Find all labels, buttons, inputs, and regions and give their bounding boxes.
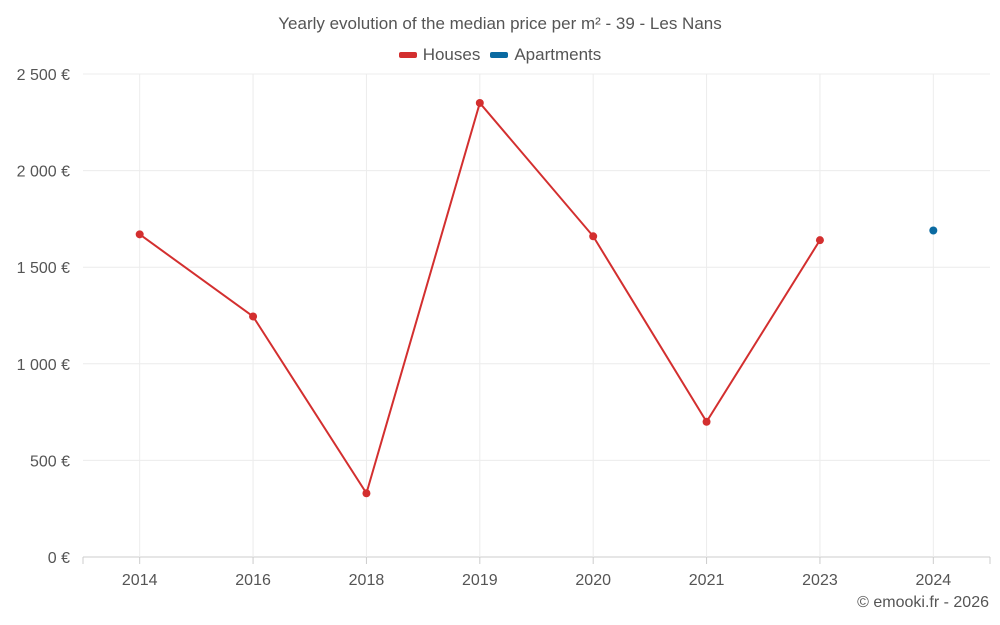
x-tick-label: 2014 <box>122 572 158 589</box>
x-tick-label: 2016 <box>235 572 271 589</box>
data-point-houses <box>135 230 144 239</box>
y-tick-label: 1 500 € <box>17 260 70 277</box>
x-tick-label: 2018 <box>349 572 385 589</box>
x-tick-label: 2024 <box>916 572 952 589</box>
y-tick-label: 2 000 € <box>17 164 70 181</box>
legend-item-houses[interactable]: Houses <box>398 45 481 65</box>
copyright-text: © emooki.fr - 2026 <box>857 594 989 611</box>
x-tick-label: 2020 <box>575 572 611 589</box>
y-tick-label: 1 000 € <box>17 357 70 374</box>
y-tick-label: 2 500 € <box>17 67 70 84</box>
legend-label-houses: Houses <box>422 45 481 64</box>
data-point-houses <box>815 236 824 245</box>
y-tick-label: 0 € <box>48 550 70 567</box>
legend-swatch-houses <box>398 52 417 58</box>
x-tick-label: 2023 <box>802 572 838 589</box>
legend-item-apartments[interactable]: Apartments <box>490 45 601 65</box>
data-point-houses <box>362 489 371 498</box>
data-point-houses <box>589 232 598 241</box>
data-point-apartments <box>929 226 938 235</box>
legend-swatch-apartments <box>490 52 509 58</box>
x-tick-label: 2021 <box>689 572 725 589</box>
data-point-houses <box>702 417 711 426</box>
data-point-houses <box>249 312 258 321</box>
legend: Houses Apartments <box>0 45 1000 65</box>
x-tick-label: 2019 <box>462 572 498 589</box>
legend-label-apartments: Apartments <box>514 45 602 64</box>
data-point-houses <box>475 98 484 107</box>
chart-title: Yearly evolution of the median price per… <box>278 14 722 33</box>
y-tick-label: 500 € <box>30 453 70 470</box>
